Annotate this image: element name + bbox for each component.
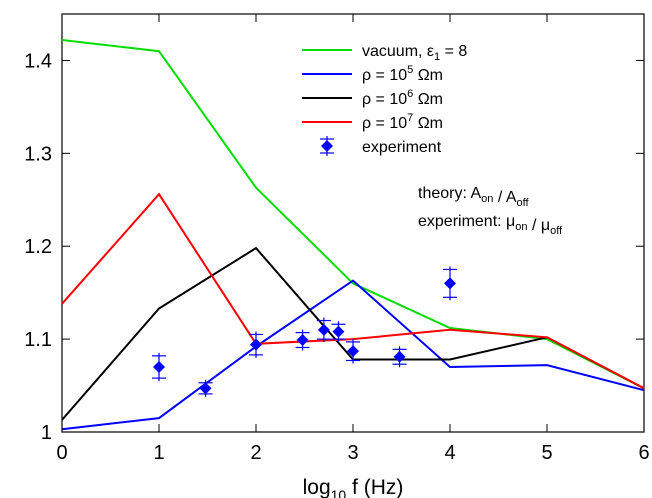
x-axis-title: log10 f (Hz): [303, 476, 404, 498]
plot-frame: [61, 13, 645, 433]
y-tick-label: 1.2: [24, 236, 52, 258]
experiment-point-5: [331, 321, 346, 343]
y-tick-label: 1.3: [24, 143, 52, 165]
y-tick-label: 1: [41, 422, 52, 444]
experiment-point-3: [295, 329, 310, 351]
experiment-points: [152, 266, 457, 397]
x-tick-label: 0: [56, 442, 67, 464]
experiment-point-1: [198, 379, 213, 397]
legend-label-4: experiment: [362, 139, 442, 156]
x-tick-label: 2: [250, 442, 261, 464]
legend-label-1: ρ = 105 Ωm: [362, 64, 443, 84]
legend-label-0: vacuum, ε1 = 8: [362, 43, 467, 63]
legend-swatch-experiment: [320, 136, 334, 156]
annotation-0: theory: Aon / Aoff: [418, 185, 530, 209]
plot-area: [61, 13, 645, 433]
experiment-point-8: [443, 266, 457, 301]
x-tick-label: 4: [444, 442, 455, 464]
annotation-1: experiment: μon / μoff: [418, 213, 563, 237]
annotations: theory: Aon / Aoff experiment: μon / μoff: [418, 185, 563, 237]
series-line-1: [61, 279, 645, 431]
x-tick-label: 6: [638, 442, 649, 464]
series-line-0: [61, 39, 645, 390]
experiment-point-2: [249, 331, 263, 358]
y-tick-label: 1.1: [24, 329, 52, 351]
legend-label-2: ρ = 106 Ωm: [362, 88, 443, 108]
legend: vacuum, ε1 = 8ρ = 105 Ωm ρ = 106 Ωm ρ = 10…: [302, 43, 467, 156]
x-tick-label: 1: [153, 442, 164, 464]
experiment-point-4: [316, 317, 331, 343]
experiment-point-6: [346, 338, 360, 364]
experiment-point-7: [392, 346, 407, 368]
x-tick-label: 5: [541, 442, 552, 464]
legend-label-3: ρ = 107 Ωm: [362, 112, 443, 132]
y-tick-label: 1.4: [24, 50, 52, 72]
series-line-2: [61, 246, 645, 421]
experiment-point-0: [152, 352, 166, 382]
x-tick-label: 3: [347, 442, 358, 464]
